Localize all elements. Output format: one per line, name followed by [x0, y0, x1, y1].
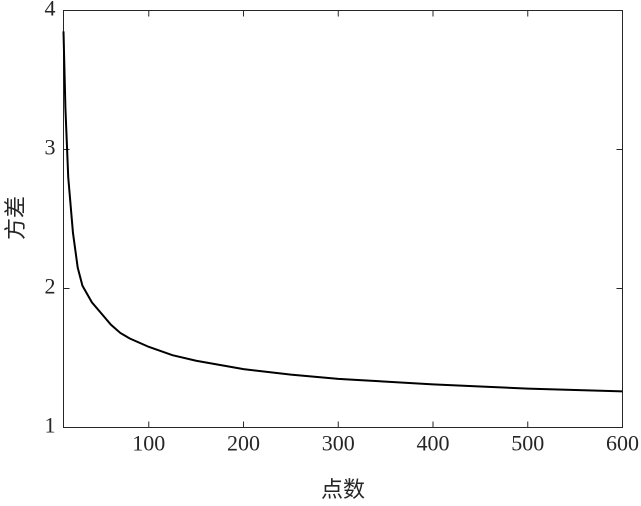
x-tick-label: 100 — [132, 431, 165, 456]
x-tick-label: 600 — [606, 431, 639, 456]
data-line — [62, 31, 623, 393]
x-axis-label: 点数 — [321, 477, 365, 502]
x-tick-label: 200 — [227, 431, 260, 456]
x-tick-label: 300 — [322, 431, 355, 456]
axes-box — [63, 10, 623, 428]
y-tick-label: 3 — [45, 135, 56, 160]
y-axis-label: 方差 — [3, 196, 28, 240]
y-tick-label: 4 — [45, 0, 56, 21]
x-tick-label: 400 — [417, 431, 450, 456]
x-tick-label: 500 — [511, 431, 544, 456]
y-tick-label: 1 — [45, 413, 56, 438]
y-tick-label: 2 — [45, 274, 56, 299]
